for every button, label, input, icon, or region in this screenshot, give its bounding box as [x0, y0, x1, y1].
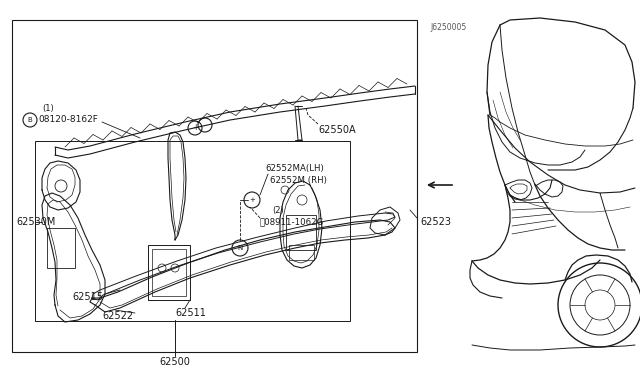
Text: (2): (2)	[272, 205, 284, 215]
Text: 62552MA(LH): 62552MA(LH)	[265, 164, 324, 173]
Text: 62550A: 62550A	[318, 125, 356, 135]
Text: ⓝ08911-1062G: ⓝ08911-1062G	[260, 218, 324, 227]
Bar	[47, 228, 75, 268]
Text: +: +	[192, 124, 198, 132]
Text: 62552M (RH): 62552M (RH)	[270, 176, 327, 185]
Text: 62511: 62511	[175, 308, 206, 318]
Text: J6250005: J6250005	[430, 23, 467, 32]
Text: 62523: 62523	[420, 217, 451, 227]
Bar	[148, 245, 190, 300]
Bar	[152, 249, 186, 296]
Bar	[286, 215, 316, 250]
Text: 62530M: 62530M	[16, 217, 56, 227]
Bar	[12, 20, 417, 352]
Text: B: B	[28, 117, 33, 123]
Text: N: N	[237, 245, 243, 251]
Bar	[289, 245, 314, 260]
Text: 62522: 62522	[102, 311, 133, 321]
Bar	[35, 141, 350, 321]
Text: +: +	[249, 197, 255, 203]
Text: 08120-8162F: 08120-8162F	[38, 115, 98, 125]
Text: 62500: 62500	[159, 357, 191, 367]
Text: (1): (1)	[42, 103, 54, 112]
Text: 62515: 62515	[72, 292, 103, 302]
